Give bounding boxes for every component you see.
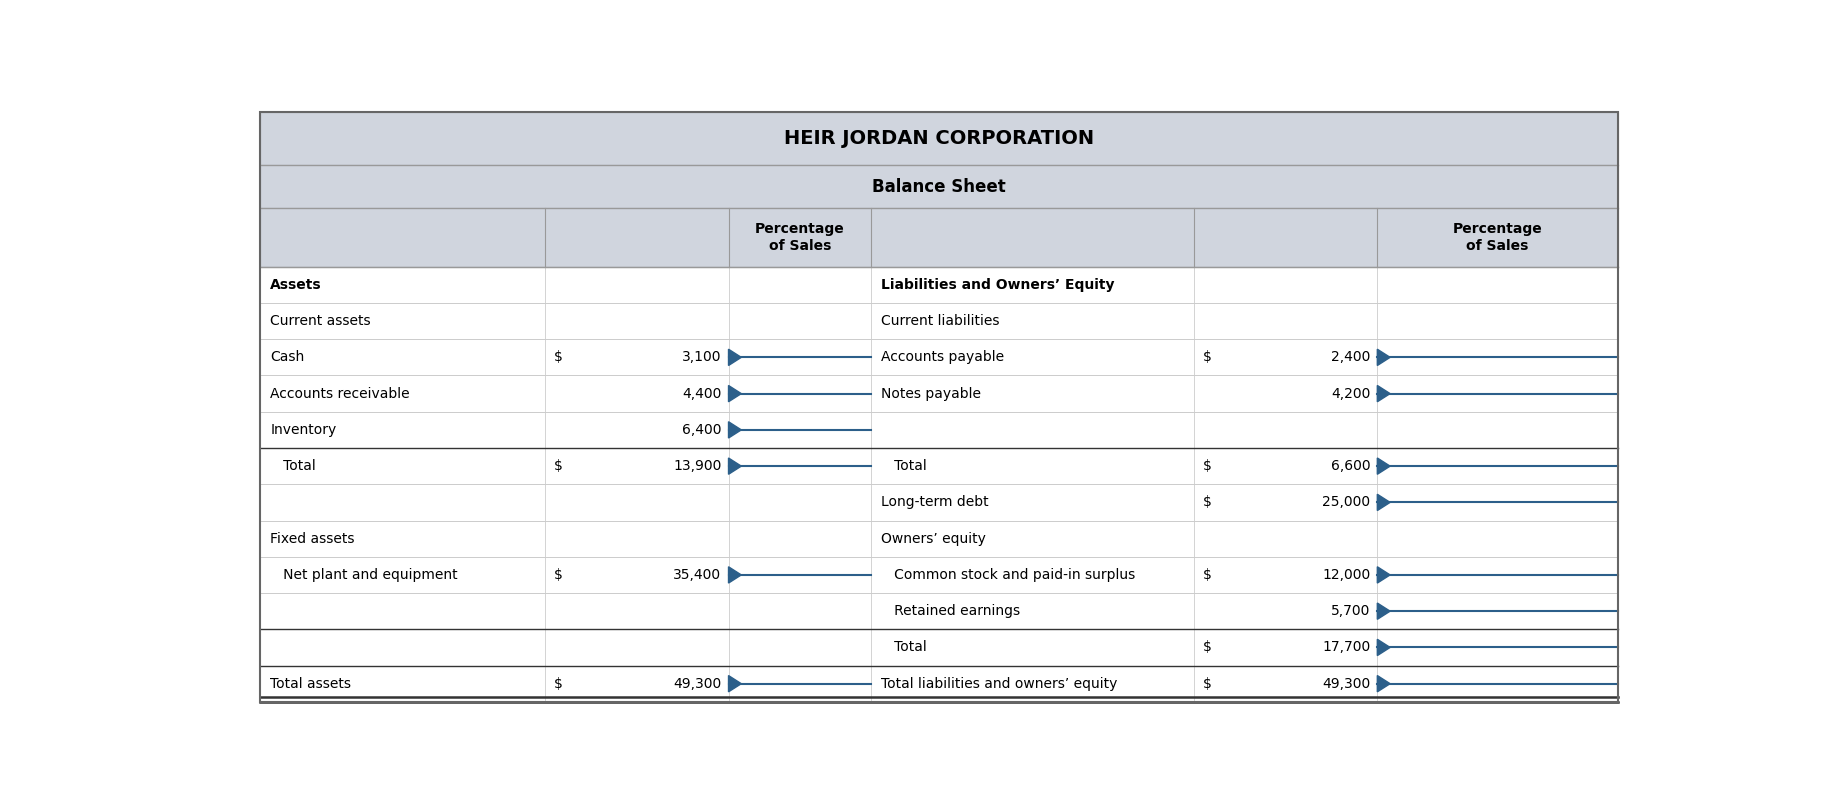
Polygon shape <box>1378 675 1390 692</box>
Text: Total: Total <box>269 459 315 473</box>
Text: $: $ <box>1202 351 1211 364</box>
Text: $: $ <box>553 677 562 691</box>
Polygon shape <box>1378 567 1390 583</box>
Text: Net plant and equipment: Net plant and equipment <box>269 568 458 582</box>
Text: $: $ <box>1202 568 1211 582</box>
Bar <box>260 208 1618 267</box>
Text: $: $ <box>1202 496 1211 509</box>
Text: 12,000: 12,000 <box>1323 568 1370 582</box>
Polygon shape <box>1378 458 1390 474</box>
Polygon shape <box>729 349 742 365</box>
Text: Percentage
of Sales: Percentage of Sales <box>755 222 845 253</box>
Text: Assets: Assets <box>269 278 322 292</box>
Bar <box>260 448 1618 484</box>
Text: Total: Total <box>881 641 927 654</box>
Text: Retained earnings: Retained earnings <box>881 604 1020 618</box>
Polygon shape <box>1378 349 1390 365</box>
Text: 4,400: 4,400 <box>682 387 722 401</box>
Text: Cash: Cash <box>269 351 304 364</box>
Bar <box>260 557 1618 593</box>
Text: 3,100: 3,100 <box>682 351 722 364</box>
Text: Total liabilities and owners’ equity: Total liabilities and owners’ equity <box>881 677 1118 691</box>
Text: Percentage
of Sales: Percentage of Sales <box>1453 222 1543 253</box>
Text: $: $ <box>1202 641 1211 654</box>
Bar <box>260 112 1618 165</box>
Bar <box>260 376 1618 412</box>
Polygon shape <box>729 385 742 401</box>
Text: 35,400: 35,400 <box>674 568 722 582</box>
Polygon shape <box>729 567 742 583</box>
Polygon shape <box>729 422 742 438</box>
Bar <box>260 666 1618 702</box>
Bar <box>260 521 1618 557</box>
Polygon shape <box>1378 639 1390 655</box>
Text: 17,700: 17,700 <box>1323 641 1370 654</box>
Bar <box>260 303 1618 339</box>
Polygon shape <box>1378 385 1390 401</box>
Text: Fixed assets: Fixed assets <box>269 532 355 546</box>
Polygon shape <box>1378 494 1390 510</box>
Text: Long-term debt: Long-term debt <box>881 496 989 509</box>
Text: Total assets: Total assets <box>269 677 352 691</box>
Text: Common stock and paid-in surplus: Common stock and paid-in surplus <box>881 568 1136 582</box>
Text: 4,200: 4,200 <box>1330 387 1370 401</box>
Text: 49,300: 49,300 <box>672 677 722 691</box>
Bar <box>260 339 1618 376</box>
Bar <box>260 484 1618 521</box>
Polygon shape <box>729 675 742 692</box>
Text: Owners’ equity: Owners’ equity <box>881 532 986 546</box>
Text: 6,400: 6,400 <box>682 423 722 437</box>
Bar <box>260 267 1618 303</box>
Text: $: $ <box>1202 677 1211 691</box>
Text: Inventory: Inventory <box>269 423 337 437</box>
Polygon shape <box>729 458 742 474</box>
Text: $: $ <box>553 351 562 364</box>
Text: 13,900: 13,900 <box>672 459 722 473</box>
Text: 25,000: 25,000 <box>1323 496 1370 509</box>
Polygon shape <box>1378 603 1390 619</box>
Text: Liabilities and Owners’ Equity: Liabilities and Owners’ Equity <box>881 278 1114 292</box>
Text: Accounts receivable: Accounts receivable <box>269 387 410 401</box>
Text: Current liabilities: Current liabilities <box>881 314 1000 328</box>
Bar <box>260 412 1618 448</box>
Bar <box>260 165 1618 208</box>
Text: 5,700: 5,700 <box>1330 604 1370 618</box>
Text: Total: Total <box>881 459 927 473</box>
Text: 49,300: 49,300 <box>1323 677 1370 691</box>
Text: Balance Sheet: Balance Sheet <box>872 177 1006 196</box>
Text: Current assets: Current assets <box>269 314 370 328</box>
Text: Accounts payable: Accounts payable <box>881 351 1004 364</box>
Text: $: $ <box>553 568 562 582</box>
Text: 6,600: 6,600 <box>1330 459 1370 473</box>
Bar <box>260 593 1618 629</box>
Text: HEIR JORDAN CORPORATION: HEIR JORDAN CORPORATION <box>784 129 1094 148</box>
Bar <box>260 629 1618 666</box>
Text: $: $ <box>553 459 562 473</box>
Text: $: $ <box>1202 459 1211 473</box>
Text: Notes payable: Notes payable <box>881 387 980 401</box>
Text: 2,400: 2,400 <box>1330 351 1370 364</box>
